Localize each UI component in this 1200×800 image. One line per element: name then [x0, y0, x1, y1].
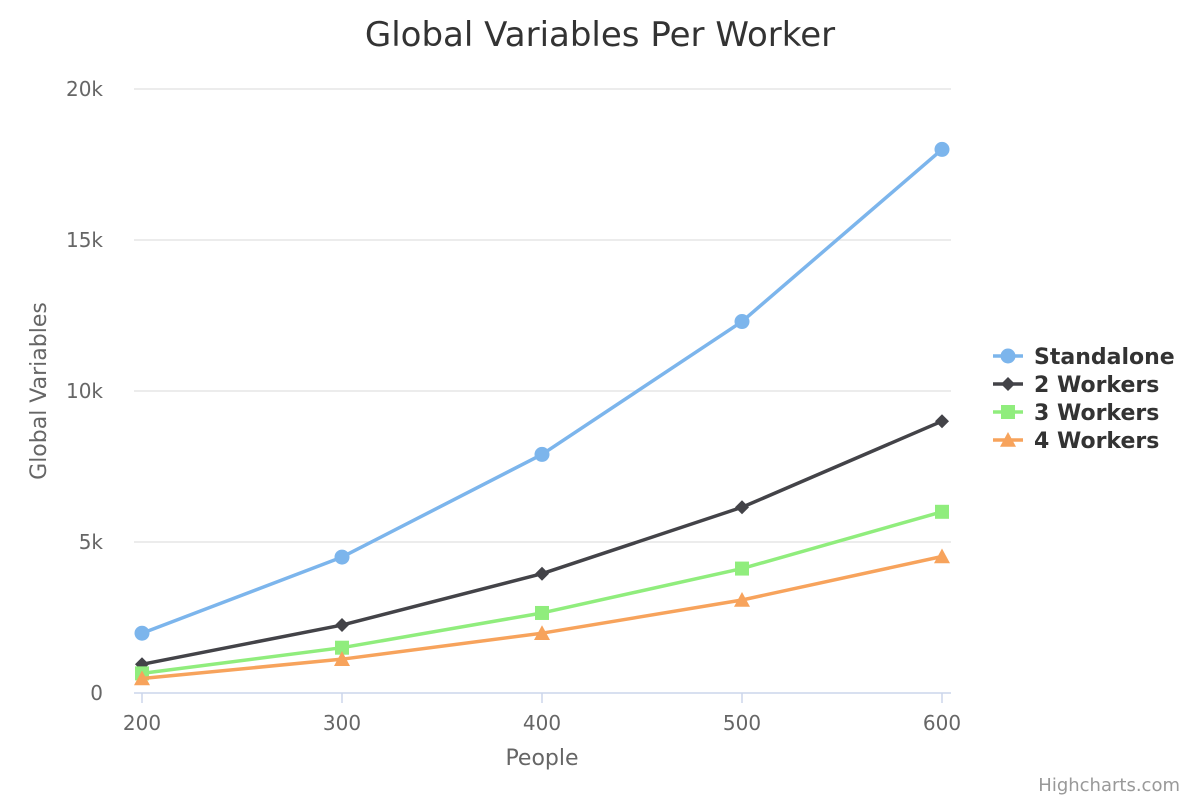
x-axis: [134, 692, 951, 703]
y-tick-label: 10k: [66, 379, 103, 403]
x-tick-label: 600: [923, 711, 961, 735]
legend-marker-3-workers: [1001, 405, 1015, 419]
series-line-3-workers: [140, 510, 944, 676]
legend-marker-standalone: [1000, 348, 1016, 364]
data-point-2-workers: [535, 566, 549, 581]
y-axis-tick-labels: 0 5k 10k 15k 20k: [66, 77, 103, 705]
data-point-standalone: [334, 549, 350, 565]
data-point-2-workers: [935, 414, 949, 429]
data-point-3-workers: [335, 640, 349, 655]
y-axis-title: Global Variables: [27, 302, 52, 480]
legend-marker-4-workers: [1000, 432, 1016, 447]
data-point-4-workers: [134, 670, 150, 686]
data-point-standalone: [734, 314, 750, 330]
data-point-standalone: [934, 141, 950, 157]
series-4-workers: [134, 548, 950, 686]
legend-item-4-workers[interactable]: 4 Workers: [993, 429, 1159, 454]
data-point-4-workers: [734, 591, 750, 607]
legend-item-standalone[interactable]: Standalone: [993, 345, 1175, 370]
data-point-2-workers: [335, 618, 349, 633]
y-tick-label: 5k: [79, 530, 104, 554]
x-tick-label: 400: [523, 711, 561, 735]
legend[interactable]: Standalone 2 Workers 3 Workers 4 Workers: [993, 345, 1175, 454]
data-point-3-workers: [935, 504, 949, 519]
data-point-4-workers: [534, 625, 550, 641]
data-point-4-workers: [334, 651, 350, 666]
series-standalone: [134, 141, 950, 641]
data-point-4-workers: [934, 548, 950, 564]
credits-link[interactable]: Highcharts.com: [1038, 775, 1180, 796]
data-point-3-workers: [535, 605, 549, 620]
legend-label-2-workers: 2 Workers: [1034, 373, 1159, 398]
series-group: [134, 141, 950, 686]
legend-label-4-workers: 4 Workers: [1034, 429, 1159, 454]
chart-title: Global Variables Per Worker: [365, 15, 835, 55]
series-3-workers: [135, 504, 949, 681]
legend-item-3-workers[interactable]: 3 Workers: [993, 401, 1159, 426]
data-point-2-workers: [735, 500, 749, 515]
data-point-standalone: [134, 625, 150, 641]
data-point-standalone: [534, 446, 550, 462]
data-point-3-workers: [735, 561, 749, 576]
x-axis-title: People: [505, 746, 578, 771]
y-tick-label: 15k: [66, 228, 103, 252]
x-tick-label: 500: [723, 711, 761, 735]
legend-label-3-workers: 3 Workers: [1034, 401, 1159, 426]
legend-label-standalone: Standalone: [1034, 345, 1175, 370]
grid-lines: [134, 88, 951, 543]
legend-marker-2-workers: [1001, 377, 1015, 391]
x-axis-tick-labels: 200 300 400 500 600: [123, 711, 961, 735]
y-tick-label: 0: [90, 681, 103, 705]
y-tick-label: 20k: [66, 77, 103, 101]
x-tick-label: 300: [323, 711, 361, 735]
x-tick-label: 200: [123, 711, 161, 735]
legend-item-2-workers[interactable]: 2 Workers: [993, 373, 1159, 398]
